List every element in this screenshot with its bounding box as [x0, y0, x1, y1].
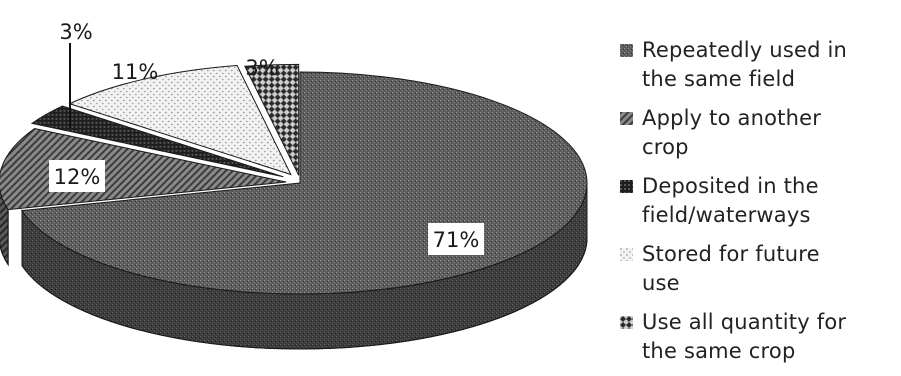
pie-slice-deposited-in-the-field-waterways: [30, 105, 284, 178]
data-label-apply-to-another-crop: 12%: [54, 165, 101, 189]
legend: Repeatedly used in the same field Apply t…: [612, 36, 897, 376]
legend-label-line: field/waterways: [642, 203, 811, 227]
data-label-use-all-quantity-for-the-same-crop: 3%: [245, 56, 278, 80]
pie-slice-use-all-quantity-for-the-same-crop: [244, 63, 300, 176]
pie-slice-stored-for-future-use: [68, 64, 292, 176]
legend-label-line: the same field: [642, 67, 796, 91]
legend-item-deposited-in-the-field-waterways: Deposited in the field/waterways: [612, 172, 897, 230]
legend-swatch-apply-to-another-crop: [620, 112, 633, 125]
legend-item-repeatedly-used-in-the-same-field: Repeatedly used in the same field: [612, 36, 897, 94]
legend-item-use-all-quantity-for-the-same-crop: Use all quantity for the same crop: [612, 308, 897, 366]
legend-label-line: Repeatedly used in: [642, 38, 848, 62]
legend-item-apply-to-another-crop: Apply to another crop: [612, 104, 897, 162]
legend-swatch-use-all-quantity-for-the-same-crop: [620, 316, 633, 329]
legend-label-line: Deposited in the: [642, 174, 819, 198]
legend-item-stored-for-future-use: Stored for future use: [612, 240, 897, 298]
data-label-bg-repeatedly-used-in-the-same-field: [428, 223, 484, 255]
legend-swatch-repeatedly-used-in-the-same-field: [620, 44, 633, 57]
legend-label-line: Apply to another: [642, 106, 822, 130]
legend-label-line: Stored for future: [642, 242, 820, 266]
data-label-bg-apply-to-another-crop: [49, 160, 105, 192]
legend-label-line: crop: [642, 135, 689, 159]
legend-label-line: use: [642, 271, 680, 295]
legend-label-line: Use all quantity for: [642, 310, 847, 334]
data-label-stored-for-future-use: 11%: [112, 60, 159, 84]
legend-swatch-stored-for-future-use: [620, 248, 633, 261]
data-label-deposited-in-the-field-waterways: 3%: [59, 20, 92, 44]
data-label-repeatedly-used-in-the-same-field: 71%: [433, 228, 480, 252]
legend-swatch-deposited-in-the-field-waterways: [620, 180, 633, 193]
legend-label-line: the same crop: [642, 339, 796, 363]
